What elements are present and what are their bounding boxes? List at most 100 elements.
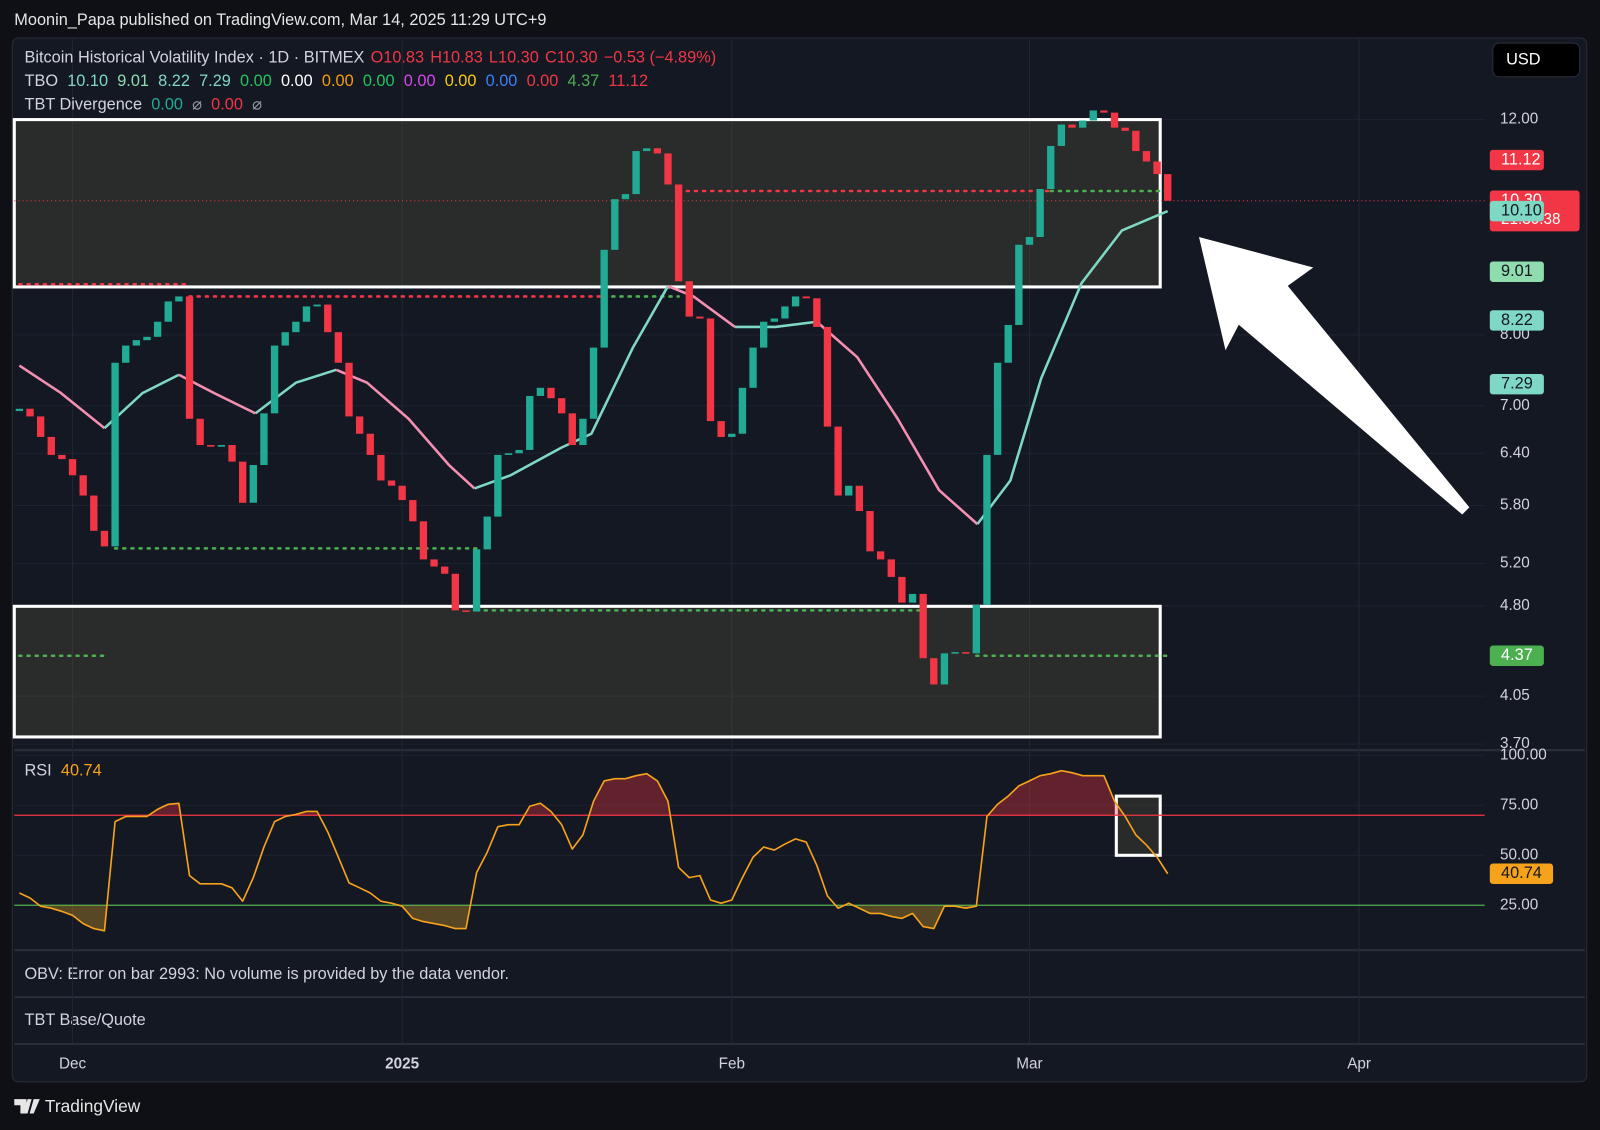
candle: [536, 387, 545, 396]
rsi-title: RSI: [24, 762, 51, 780]
indicator-value: 0.00: [404, 72, 436, 90]
candle: [908, 593, 917, 603]
candle: [292, 321, 300, 333]
candle: [674, 184, 683, 282]
y-tick-label: 5.80: [1500, 497, 1530, 514]
candle: [430, 559, 438, 567]
legend-row: Bitcoin Historical Volatility Index · 1D…: [24, 49, 716, 67]
candle: [79, 475, 87, 496]
candle: [26, 408, 34, 417]
candle: [983, 454, 991, 605]
candle: [940, 653, 949, 685]
candle: [451, 573, 459, 611]
moving-average: [734, 320, 817, 329]
price-tag: [1489, 645, 1544, 666]
candle: [1132, 130, 1140, 152]
candle: [760, 321, 768, 348]
moving-average: [976, 209, 1169, 525]
candle: [409, 500, 417, 522]
price-tag-label: 4.37: [1501, 646, 1533, 664]
candle: [749, 347, 757, 388]
candle: [706, 318, 715, 422]
candle: [68, 459, 77, 476]
candle: [738, 387, 747, 434]
price-tag: [1489, 310, 1544, 331]
candle: [876, 551, 885, 560]
ohlc-value: −0.53 (−4.89%): [604, 49, 716, 67]
moving-average: [18, 364, 106, 430]
candle: [515, 449, 523, 454]
candle: [993, 362, 1002, 455]
candle: [802, 296, 810, 299]
indicator-value: 0.00: [486, 72, 518, 90]
price-tag-label: 11.12: [1501, 150, 1541, 168]
candle: [717, 421, 725, 437]
candle: [472, 549, 481, 612]
candle: [196, 418, 204, 446]
price-tag-label: 10.10: [1501, 201, 1542, 219]
moving-average: [254, 368, 337, 415]
moving-average: [474, 285, 670, 490]
moving-average: [335, 368, 476, 490]
candle: [866, 511, 874, 552]
rsi-oversold-fill: [39, 905, 977, 931]
indicator-value: 0.00: [322, 72, 354, 90]
candle: [355, 416, 364, 434]
indicator-value: 8.22: [158, 72, 190, 90]
rsi-line: [19, 769, 1169, 932]
candle: [207, 445, 215, 447]
candle: [185, 296, 194, 419]
candle: [1153, 161, 1161, 175]
publisher-line: Moonin_Papa published on TradingView.com…: [14, 11, 546, 29]
rsi-value: 40.74: [61, 762, 102, 780]
candle: [504, 453, 513, 455]
candle: [122, 345, 130, 363]
candle: [313, 304, 321, 307]
candle: [887, 559, 895, 577]
currency-button[interactable]: [1492, 42, 1581, 78]
candle: [972, 604, 980, 654]
candle: [568, 413, 576, 446]
candle: [281, 332, 289, 346]
candle: [770, 318, 778, 322]
zone-box: [12, 118, 1162, 289]
currency[interactable]: USD: [1506, 51, 1540, 69]
moving-average: [815, 320, 979, 526]
candle: [557, 398, 566, 414]
indicator-value: 4.37: [568, 72, 600, 90]
base-quote-label: TBT Base/Quote: [24, 1011, 145, 1029]
candle: [1100, 110, 1108, 113]
candle: [47, 436, 55, 455]
indicator-value: ⌀: [192, 96, 202, 114]
candle: [632, 151, 640, 195]
candle: [462, 610, 470, 612]
candle: [845, 485, 853, 496]
candle: [143, 336, 151, 341]
candle: [1015, 244, 1023, 325]
rsi-box: [1114, 794, 1162, 857]
candle: [1121, 127, 1129, 131]
candle: [228, 445, 236, 462]
chart-panel: [11, 37, 1588, 1083]
candle: [1164, 174, 1172, 201]
candle: [100, 530, 109, 547]
candle: [483, 516, 491, 550]
y-tick-label: 75.00: [1500, 796, 1538, 813]
x-tick-label: 2025: [385, 1056, 420, 1073]
y-tick-label: 6.40: [1500, 444, 1530, 461]
rsi-tag: [1489, 863, 1554, 884]
indicator-value: 10.10: [67, 72, 108, 90]
candle: [898, 576, 906, 603]
indicator-name: TBO: [24, 72, 58, 90]
candle: [132, 340, 141, 346]
candle: [345, 362, 353, 417]
price-tag-label: 7.29: [1501, 374, 1533, 392]
candle: [494, 454, 502, 517]
candle: [334, 332, 343, 363]
candle: [270, 345, 279, 414]
ohlc-value: O10.83: [371, 49, 425, 67]
rsi-overbought-fill: [19, 770, 1168, 816]
price-tag: [1489, 261, 1544, 282]
candle: [366, 433, 374, 455]
